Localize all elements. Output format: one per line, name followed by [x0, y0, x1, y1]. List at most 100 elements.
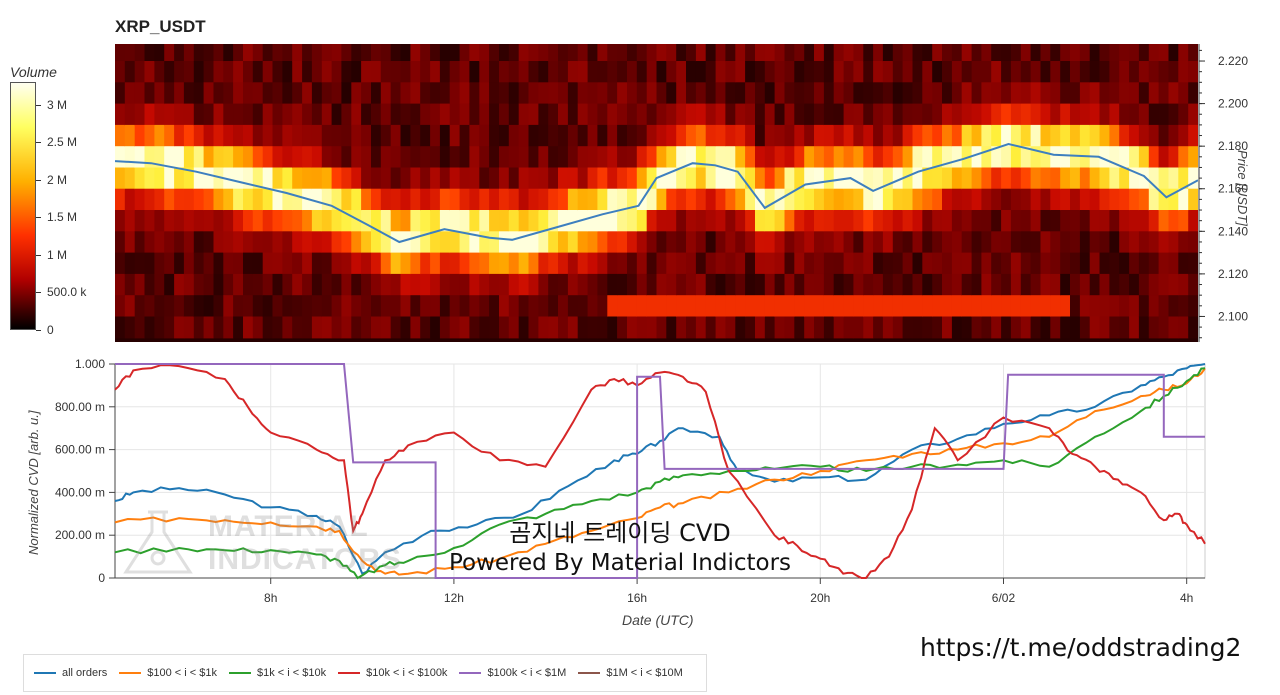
heatmap-cell	[361, 44, 372, 62]
legend-item[interactable]: $100k < i < $1M	[459, 667, 566, 679]
heatmap-cell	[814, 295, 825, 318]
heatmap-cell	[784, 103, 795, 126]
heatmap-cell	[666, 252, 677, 275]
heatmap-cell	[1030, 124, 1041, 147]
heatmap-cell	[676, 295, 687, 318]
heatmap-cell	[252, 188, 264, 211]
price-volume-heatmap[interactable]	[115, 44, 1198, 342]
heatmap-cell	[922, 167, 933, 190]
legend-swatch	[338, 672, 361, 674]
heatmap-cell	[1089, 124, 1101, 147]
heatmap-cell	[459, 210, 470, 232]
heatmap-cell	[567, 103, 579, 126]
heatmap-cell	[1099, 188, 1110, 211]
heatmap-cell	[1070, 188, 1081, 211]
heatmap-cell	[725, 295, 736, 318]
legend-item[interactable]: $10k < i < $100k	[338, 667, 447, 679]
heatmap-cell	[774, 124, 785, 147]
heatmap-cell	[715, 295, 726, 318]
heatmap-cell	[1060, 103, 1071, 126]
legend-item[interactable]: $100 < i < $1k	[119, 667, 217, 679]
heatmap-cell	[912, 146, 923, 169]
heatmap-cell	[518, 231, 530, 254]
heatmap-cell	[252, 273, 264, 296]
heatmap-cell	[400, 210, 411, 232]
heatmap-cell	[430, 44, 441, 62]
heatmap-cell	[1138, 188, 1150, 211]
heatmap-cell	[508, 210, 520, 232]
heatmap-cell	[164, 146, 175, 169]
price-tick-label: 2.180	[1218, 139, 1248, 153]
heatmap-cell	[380, 124, 392, 147]
heatmap-cell	[499, 295, 510, 318]
heatmap-cell	[439, 295, 451, 318]
heatmap-cell	[459, 316, 470, 339]
heatmap-cell	[302, 82, 313, 105]
heatmap-cell	[942, 231, 953, 254]
overlay-title: 곰지네 트레이딩 CVD	[509, 519, 731, 547]
heatmap-cell	[518, 252, 530, 275]
heatmap-cell	[705, 82, 717, 105]
heatmap-cell	[538, 273, 549, 296]
heatmap-cell	[1138, 295, 1150, 318]
heatmap-cell	[991, 210, 1002, 232]
heatmap-cell	[607, 231, 618, 254]
heatmap-cell	[597, 61, 608, 83]
heatmap-cell	[262, 167, 274, 190]
heatmap-cell	[351, 82, 362, 105]
heatmap-cell	[548, 188, 559, 211]
heatmap-cell	[1188, 295, 1198, 318]
heatmap-cell	[203, 61, 214, 83]
heatmap-cell	[942, 295, 953, 318]
heatmap-cell	[617, 231, 628, 254]
heatmap-cell	[420, 124, 431, 147]
heatmap-cell	[981, 167, 992, 190]
heatmap-cell	[636, 273, 648, 296]
heatmap-cell	[646, 295, 658, 318]
heatmap-cell	[243, 61, 254, 83]
heatmap-cell	[735, 188, 746, 211]
heatmap-cell	[794, 273, 805, 296]
heatmap-cell	[252, 167, 264, 190]
heatmap-cell	[1060, 61, 1071, 83]
heatmap-cell	[636, 82, 648, 105]
heatmap-cell	[144, 316, 155, 339]
heatmap-cell	[331, 167, 342, 190]
heatmap-panel[interactable]	[115, 44, 1198, 342]
heatmap-cell	[1099, 210, 1110, 232]
heatmap-cell	[479, 61, 490, 83]
legend-item[interactable]: $1k < i < $10k	[228, 667, 326, 679]
heatmap-cell	[1099, 252, 1110, 275]
heatmap-cell	[597, 316, 608, 339]
heatmap-cell	[115, 295, 126, 318]
heatmap-cell	[666, 61, 677, 83]
heatmap-cell	[882, 210, 894, 232]
heatmap-cell	[164, 252, 175, 275]
legend-item[interactable]: all orders	[34, 667, 107, 679]
heatmap-cell	[567, 188, 579, 211]
heatmap-cell	[814, 146, 825, 169]
price-axis-title: Price [USDT]	[1235, 150, 1250, 226]
heatmap-cell	[1099, 295, 1110, 318]
heatmap-cell	[1070, 167, 1081, 190]
heatmap-cell	[1010, 188, 1022, 211]
heatmap-cell	[735, 295, 746, 318]
heatmap-cell	[1168, 273, 1179, 296]
heatmap-cell	[449, 273, 461, 296]
heatmap-cell	[203, 44, 214, 62]
heatmap-cell	[725, 146, 736, 169]
legend-item[interactable]: $1M < i < $10M	[578, 667, 683, 679]
heatmap-cell	[863, 44, 874, 62]
telegram-url[interactable]: https://t.me/oddstrading2	[920, 633, 1242, 662]
heatmap-cell	[567, 61, 579, 83]
heatmap-cell	[823, 103, 835, 126]
heatmap-cell	[203, 167, 214, 190]
heatmap-cell	[292, 273, 303, 296]
heatmap-cell	[1050, 210, 1061, 232]
heatmap-cell	[764, 146, 776, 169]
cvd-x-tick-label: 20h	[810, 591, 830, 605]
heatmap-cell	[390, 252, 402, 275]
cvd-y-tick-label: 200.00 m	[55, 528, 105, 542]
heatmap-cell	[873, 316, 884, 339]
